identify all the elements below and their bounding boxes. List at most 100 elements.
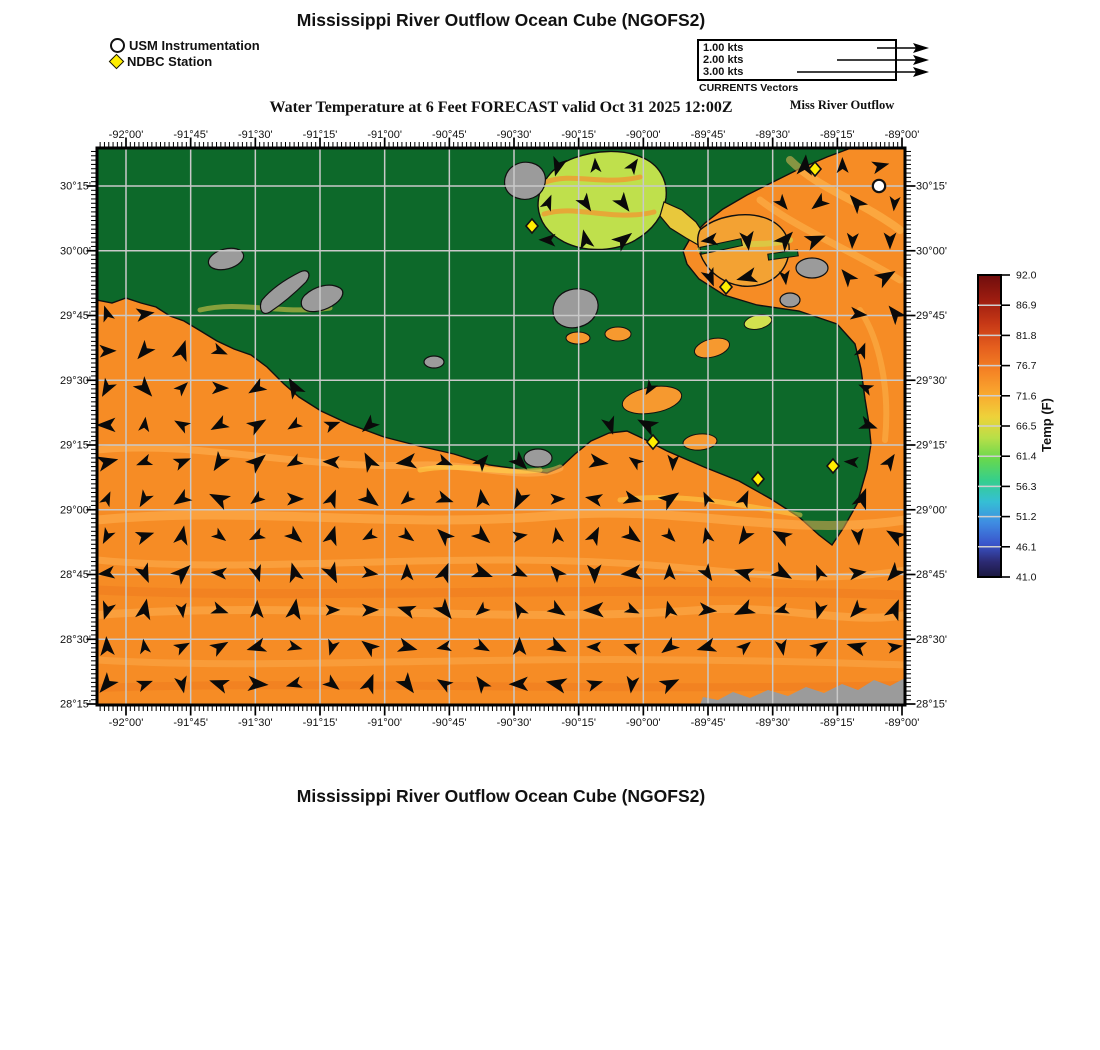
current-vector-icon [585,494,604,507]
current-vector-icon [286,639,303,651]
lat-tick-label: 29°15' [916,440,947,452]
current-vector-icon [357,487,379,507]
current-vector-icon [887,642,903,654]
lat-tick-label: 28°45' [916,569,947,581]
currents-caption: CURRENTS Vectors [699,82,799,94]
current-vector-icon [628,456,645,471]
current-vector-icon [135,680,153,693]
current-vector-icon [476,676,492,694]
lon-tick-label: -91°30' [238,717,273,729]
current-vector-icon [132,376,153,397]
current-vector-icon [476,488,490,508]
current-vector-icon [702,527,715,545]
current-vector-icon [888,305,905,326]
current-vector-icon [637,419,660,437]
scale-row-2: 2.00 kts [703,53,929,66]
lat-tick-label: 28°30' [916,634,947,646]
ndbc-station-marker[interactable] [750,470,766,488]
scale-row-3: 3.00 kts [703,66,929,78]
current-vector-icon [590,157,602,173]
current-vector-icon [514,487,531,510]
lon-tick-label: -91°00' [367,717,402,729]
lon-tick-label: -90°30' [497,717,532,729]
current-vector-icon [853,342,866,360]
lon-tick-label: -89°00' [885,717,920,729]
ndbc-station-marker[interactable] [825,457,841,475]
current-vector-icon [211,381,230,395]
scale-arrow-head [913,67,929,77]
scale-label-1: 1.00 kts [703,41,744,54]
current-vector-icon [850,527,864,546]
lat-tick-label: 28°30' [60,634,91,646]
scale-row-1: 1.00 kts [703,41,929,54]
current-vector-icon [172,458,191,471]
cb-tick-label: 46.1 [1016,541,1037,553]
current-vector-icon [849,306,868,320]
scale-label-2: 2.00 kts [703,53,744,66]
current-vector-icon [772,530,793,547]
current-vector-icon [657,492,680,511]
current-vector-icon [99,491,111,508]
current-vector-icon [435,453,453,466]
lon-tick-label: -91°00' [367,129,402,141]
lat-tick-label: 29°30' [916,375,947,387]
lat-tick-label: 28°15' [916,699,947,711]
current-vector-icon [213,450,231,472]
current-vector-icon [135,598,151,621]
lat-tick-label: 28°45' [60,569,91,581]
current-vector-icon [285,598,301,621]
current-vector-icon [249,599,264,619]
current-vector-icon [658,679,680,695]
current-vector-icon [209,493,232,510]
axis-labels: -92°00' -92°00' -91°45' -91°45' -91°30' -91°3… [60,129,947,729]
station-markers [524,160,887,488]
current-vector-icon [397,605,417,619]
cb-tick-label: 86.9 [1016,300,1037,312]
current-vector-icon [698,602,718,616]
lon-tick-label: -91°45' [173,129,208,141]
current-vector-icon [735,641,751,656]
current-vector-icon [851,488,867,511]
current-vector-icon [361,566,379,578]
current-vector-icon [887,561,905,582]
scale-arrow-head [913,55,929,65]
current-vector-icon [245,454,266,474]
ndbc-station-marker[interactable] [807,160,823,178]
cb-tick-label: 81.8 [1016,330,1037,342]
current-vector-icon [171,339,187,362]
lat-tick-label: 29°30' [60,375,91,387]
current-vector-icon [400,563,414,581]
current-vector-icon [173,642,190,656]
map-frame [95,146,907,707]
ndbc-station-marker[interactable] [524,217,540,235]
scale-arrow-1-icon [877,43,929,53]
current-vector-icon [174,675,187,694]
current-vector-icon [472,454,489,472]
current-vector-icon [700,232,719,246]
current-vector-icon [734,568,755,583]
current-vector-icon [97,456,119,472]
current-vector-icon [175,602,187,619]
colorbar: 92.0 86.9 81.8 76.7 71.6 66.5 61.4 56.3 51.2 46.1… [977,270,1054,584]
current-vector-icon [139,489,154,508]
current-vector-icon [773,602,790,614]
current-vector-icon [210,527,227,542]
current-vector-icon [850,599,868,618]
current-vector-icon [736,267,759,283]
usm-station-marker[interactable] [871,178,887,194]
current-vector-icon [436,679,454,693]
current-vector-icon [288,377,306,400]
lon-tick-label: -89°45' [691,717,726,729]
current-vector-icon [550,565,567,583]
current-vector-icon [289,562,304,584]
ndbc-station-marker[interactable] [645,433,661,451]
lat-tick-label: 29°00' [916,504,947,516]
lat-tick-label: 28°15' [60,699,91,711]
current-vector-icon [437,528,455,547]
cb-tick-label: 76.7 [1016,360,1037,372]
current-vector-icon [773,231,793,252]
ndbc-station-marker[interactable] [718,278,734,296]
current-vector-icon [843,456,859,468]
current-vector-icon [545,678,568,694]
current-vector-icon [626,675,640,694]
